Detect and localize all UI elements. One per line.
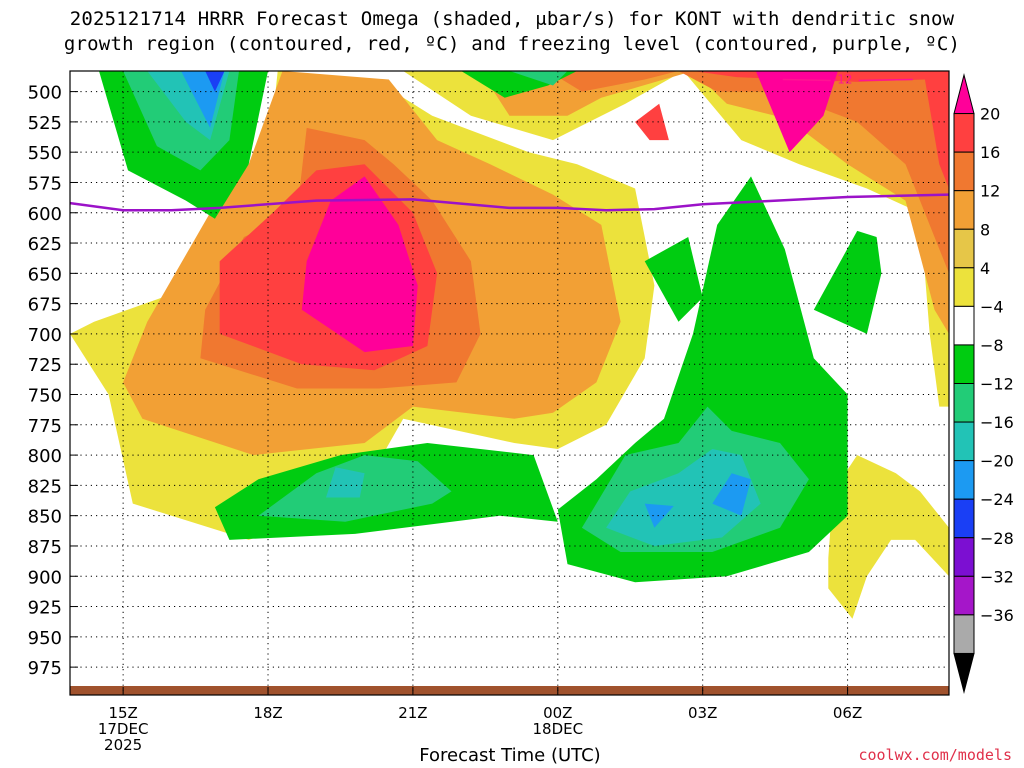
- omega-region-26: [326, 467, 365, 498]
- colorbar-bin-4: [953, 228, 975, 269]
- y-tick-label-800: 800: [28, 446, 62, 467]
- x-tick-label-3-0: 18Z: [253, 704, 282, 722]
- x-tick-label-9-0: 00Z: [543, 704, 572, 722]
- y-tick-label-675: 675: [28, 295, 62, 316]
- colorbar-label-2: 12: [980, 182, 1000, 201]
- y-tick-label-500: 500: [28, 83, 62, 104]
- omega-region-31: [205, 71, 225, 92]
- y-tick-label-550: 550: [28, 143, 62, 164]
- colorbar-label-12: −32: [980, 567, 1014, 586]
- colorbar-bin-13: [953, 575, 975, 616]
- colorbar-bin-7: [953, 344, 975, 384]
- chart-title-line-2: growth region (contoured, red, ºC) and f…: [63, 33, 961, 55]
- colorbar-label-5: −4: [980, 297, 1004, 316]
- omega-region-29: [712, 473, 751, 516]
- y-tick-label-525: 525: [28, 113, 62, 134]
- omega-region-11: [635, 103, 669, 141]
- colorbar-bin-15: [953, 652, 975, 694]
- colorbar-bin-3: [953, 190, 975, 230]
- colorbar-label-4: 4: [980, 259, 990, 278]
- y-tick-label-875: 875: [28, 537, 62, 558]
- terrain-strip: [70, 686, 949, 695]
- y-tick-label-850: 850: [28, 507, 62, 528]
- colorbar-bin-6: [953, 305, 975, 346]
- y-tick-label-700: 700: [28, 325, 62, 346]
- y-tick-label-575: 575: [28, 173, 62, 194]
- colorbar-label-10: −24: [980, 490, 1014, 509]
- freezing-level-line: [70, 193, 949, 212]
- colorbar-label-9: −20: [980, 452, 1014, 471]
- omega-region-22: [509, 71, 568, 86]
- omega-region-8: [548, 71, 679, 92]
- x-tick-label-6-0: 21Z: [398, 704, 427, 722]
- x-axis-label: Forecast Time (UTC): [419, 745, 601, 766]
- dgz-contour-label: -12: [833, 72, 853, 86]
- x-tick-label-12-0: 03Z: [688, 704, 717, 722]
- colorbar-bin-5: [953, 267, 975, 307]
- colorbar-bin-0: [953, 73, 975, 115]
- x-tick-label-9-1: 18DEC: [532, 720, 583, 738]
- omega-region-27: [606, 449, 761, 546]
- colorbar-label-6: −8: [980, 336, 1004, 355]
- y-tick-label-750: 750: [28, 386, 62, 407]
- colorbar-bin-11: [953, 498, 975, 539]
- x-tick-label-0-0: 15Z: [108, 704, 137, 722]
- colorbar-bin-10: [953, 460, 975, 500]
- colorbar-label-8: −16: [980, 413, 1014, 432]
- chart-title-line-1: 2025121714 HRRR Forecast Omega (shaded, …: [69, 8, 955, 30]
- dgz-contour-line: [782, 78, 913, 82]
- colorbar-label-7: −12: [980, 375, 1014, 394]
- colorbar-bin-12: [953, 537, 975, 577]
- y-tick-label-900: 900: [28, 567, 62, 588]
- colorbar-bin-2: [953, 151, 975, 192]
- x-tick-label-15-0: 06Z: [833, 704, 862, 722]
- y-tick-label-725: 725: [28, 355, 62, 376]
- omega-shading-layer: [70, 71, 949, 619]
- y-tick-label-600: 600: [28, 204, 62, 225]
- y-tick-label-975: 975: [28, 658, 62, 679]
- omega-region-30: [644, 503, 674, 528]
- x-tick-label-0-1: 17DEC: [98, 720, 149, 738]
- colorbar-label-1: 16: [980, 143, 1000, 162]
- y-tick-label-925: 925: [28, 598, 62, 619]
- terrain-layer: [70, 686, 949, 695]
- omega-region-14: [755, 71, 838, 153]
- colorbar-label-0: 20: [980, 105, 1000, 124]
- colorbar-bin-14: [953, 614, 975, 654]
- y-tick-label-625: 625: [28, 234, 62, 255]
- x-tick-label-0-2: 2025: [104, 736, 142, 754]
- colorbar-label-11: −28: [980, 529, 1014, 548]
- colorbar-bin-8: [953, 383, 975, 423]
- colorbar: 20 16 12 8 4 −4 −8 −12 −16 −20 −24 −28 −32 −36: [953, 73, 1014, 694]
- y-tick-label-775: 775: [28, 416, 62, 437]
- colorbar-label-3: 8: [980, 220, 990, 239]
- colorbar-bin-1: [953, 113, 975, 153]
- omega-region-3: [828, 455, 949, 619]
- colorbar-bin-9: [953, 421, 975, 462]
- omega-region-20: [813, 230, 882, 334]
- credit-text: coolwx.com/models: [858, 746, 1012, 764]
- omega-region-19: [644, 237, 703, 322]
- grid-layer: [70, 71, 949, 695]
- colorbar-label-13: −36: [980, 606, 1014, 625]
- y-axis: 500 525 550 575 600 625 650 675 700 725 750 775 800 8…: [28, 83, 78, 679]
- contour-layer: -12: [70, 72, 949, 212]
- y-tick-label-650: 650: [28, 264, 62, 285]
- y-tick-label-825: 825: [28, 476, 62, 497]
- omega-region-13: [301, 176, 418, 353]
- y-tick-label-950: 950: [28, 628, 62, 649]
- plot-frame: [69, 70, 950, 696]
